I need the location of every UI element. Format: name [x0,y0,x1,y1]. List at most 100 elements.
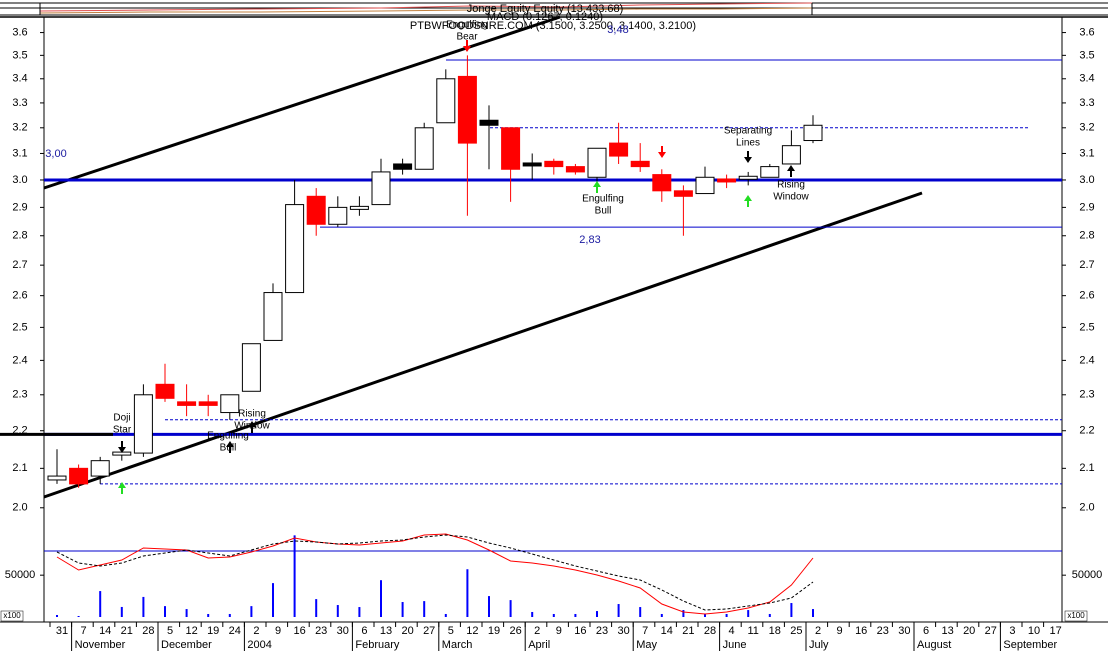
month-label: April [528,639,550,651]
y-tick-label: 3.3 [12,97,27,109]
y-tick-label: 2.2 [1079,425,1094,437]
candle-body [414,127,434,170]
candle-body [285,204,305,294]
annotation: Doji [113,413,130,424]
header-text: MACD (0.1267, 0.1240) [487,11,603,23]
candle-body [652,174,672,192]
x-tick-label: 17 [1049,625,1061,637]
y-tick-label: 2.4 [12,354,27,366]
volume-bar [790,603,793,617]
y-tick-label: 3.2 [1079,122,1094,134]
candle-body [306,195,326,225]
x-tick-label: 27 [423,625,435,637]
volume-bar [812,609,814,617]
candle-body [565,166,585,173]
signal-arrow [744,195,752,207]
x-tick-label: 19 [207,625,219,637]
volume-bar [617,604,620,617]
x-tick-label: 12 [466,625,478,637]
y-tick-label: 2.9 [12,201,27,213]
y-tick-label: 2.4 [1079,354,1094,366]
x-tick-label: 13 [941,625,953,637]
candle-body [47,475,67,481]
volume-bar [682,610,685,617]
volume-bar [466,569,469,617]
volume-bar [380,580,382,617]
x-tick-label: 4 [729,625,735,637]
annotation: Engulfing [207,431,249,442]
candle-body [479,119,499,126]
volume-bar [660,613,663,617]
month-label: November [75,639,126,651]
macd-line [56,534,814,611]
annotation: Separating [724,126,772,137]
level-label: 3,00 [45,148,66,160]
x-tick-label: 20 [401,625,413,637]
x-tick-label: 9 [275,625,281,637]
candle-body [155,383,175,399]
x-tick-label: 30 [337,625,349,637]
volume-tick-label: 50000 [5,569,36,581]
overview-line [39,2,813,12]
x-tick-label: 21 [121,625,133,637]
x-tick-label: 10 [1028,625,1040,637]
y-tick-label: 2.5 [1079,321,1094,333]
y-tick-label: 3.4 [12,73,27,85]
x-tick-label: 12 [185,625,197,637]
month-label: December [161,639,212,651]
volume-bar [509,600,512,617]
signal-arrow [787,165,795,177]
volume-bar [596,611,598,617]
volume-bar [120,606,123,617]
volume-tick-label: 50000 [1072,569,1103,581]
candle-body [349,205,369,210]
candle-body [436,78,456,124]
candle-body [630,160,650,168]
x-tick-label: 25 [790,625,802,637]
candle-body [177,401,197,406]
y-tick-label: 2.3 [1079,389,1094,401]
annotation: Rising [777,180,805,191]
month-label: February [355,639,400,651]
volume-bar [725,613,728,617]
y-tick-label: 2.5 [12,321,27,333]
volume-bar [531,611,534,617]
volume-bar [272,583,274,617]
volume-bar [423,601,426,617]
candle-body [544,160,564,168]
volume-bar [142,596,145,617]
candle-body [695,176,715,195]
x-tick-label: 30 [617,625,629,637]
x-tick-label: 14 [99,625,111,637]
header-text: PTBWFOODSNRE.COM (3.1500, 3.2500, 3.1400… [410,20,696,32]
signal-arrow [593,181,601,193]
scale-box [0,610,24,622]
volume-bar [747,610,750,617]
annotation: Engulfing [446,20,488,31]
candle-body [760,166,780,178]
month-label: August [917,639,951,651]
volume-bar [704,613,706,617]
annotation: Rising [238,409,266,420]
x-tick-label: 6 [361,625,367,637]
x-tick-label: 2 [253,625,259,637]
scale-box [1064,610,1088,622]
annotation: Lines [736,138,760,149]
volume-bar [250,606,253,617]
x-tick-label: 7 [642,625,648,637]
x-tick-label: 7 [81,625,87,637]
y-tick-label: 2.1 [12,462,27,474]
x-tick-label: 11 [747,625,758,637]
x-tick-label: 9 [556,625,562,637]
y-tick-label: 3.5 [12,49,27,61]
x-tick-label: 27 [985,625,997,637]
month-label: June [723,639,747,651]
x-tick-label: 2 [815,625,821,637]
candle-body [69,467,89,485]
x-tick-label: 5 [167,625,173,637]
y-tick-label: 3.0 [1079,174,1094,186]
candle-body [522,162,542,167]
month-label: March [442,639,473,651]
x-tick-label: 30 [898,625,910,637]
